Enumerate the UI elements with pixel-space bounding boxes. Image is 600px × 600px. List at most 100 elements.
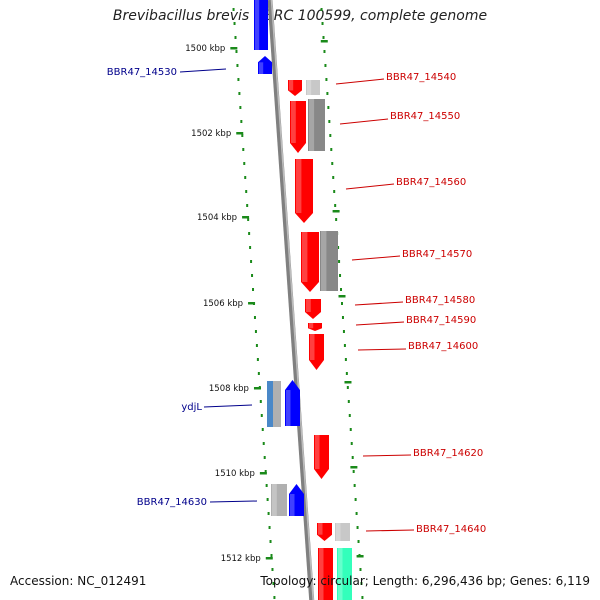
tick-dot-outer — [341, 316, 344, 319]
gene-reverse-arrow-shine — [302, 232, 308, 282]
major-tick-mark — [259, 472, 267, 475]
tick-dot-inner — [256, 358, 259, 361]
tick-dot-inner — [233, 22, 236, 25]
gene-reverse-arrow — [305, 299, 321, 319]
gene-reverse-arrow — [308, 323, 322, 331]
major-tick-mark — [236, 132, 244, 135]
tick-dot-outer — [345, 372, 348, 375]
tick-dot-outer — [327, 106, 330, 109]
gene-reverse-arrow — [295, 159, 313, 223]
gene-label-leader — [209, 500, 258, 503]
backbone-highlight — [270, 0, 314, 600]
outer-tick-mark — [338, 295, 346, 298]
tick-dot-inner — [254, 330, 257, 333]
gene-label-leader — [345, 183, 395, 190]
gene-partial-reverse-shine — [319, 548, 324, 600]
tick-dot-inner — [265, 484, 268, 487]
gene-reverse-arrow-shine — [318, 523, 323, 535]
gene-label-leader — [179, 68, 227, 73]
tick-label: 1502 kbp — [191, 129, 231, 139]
gene-reverse-arrow — [314, 435, 329, 479]
tick-dot-inner — [243, 162, 246, 165]
tick-dot-inner — [250, 260, 253, 263]
gene-forward-arrow — [258, 56, 272, 74]
gene-cds-gray — [320, 231, 338, 291]
gene-cds-gray-shine — [309, 99, 315, 151]
gene-partial-teal-shine — [338, 548, 343, 600]
tick-dot-outer — [349, 428, 352, 431]
gene-label: BBR47_14550 — [390, 111, 460, 122]
tick-dot-inner — [272, 582, 275, 585]
major-tick-mark — [230, 47, 238, 50]
gene-label: BBR47_14580 — [405, 295, 475, 306]
gene-label: BBR47_14600 — [408, 341, 478, 352]
tick-dot-outer — [326, 92, 329, 95]
major-tick-mark — [248, 302, 256, 305]
gene-cds-gray-shine — [336, 523, 341, 541]
tick-dot-outer — [344, 358, 347, 361]
tick-dot-outer — [352, 470, 355, 473]
tick-dot-outer — [340, 288, 343, 291]
tick-dot-inner — [242, 148, 245, 151]
tick-dot-outer — [332, 176, 335, 179]
outer-tick-mark — [356, 555, 364, 558]
tick-dot-inner — [257, 372, 260, 375]
tick-dot-outer — [361, 596, 364, 599]
tick-dot-inner — [246, 204, 249, 207]
outer-tick-mark — [332, 210, 340, 213]
accession-text: Accession: NC_012491 — [10, 574, 147, 588]
tick-dot-inner — [241, 134, 244, 137]
tick-dot-outer — [356, 526, 359, 529]
tick-dot-inner — [267, 512, 270, 515]
tick-dot-outer — [351, 456, 354, 459]
tick-dot-outer — [323, 50, 326, 53]
tick-dot-inner — [248, 232, 251, 235]
gene-label-leader — [357, 348, 407, 351]
backbone-line — [267, 0, 315, 600]
tick-dot-outer — [335, 218, 338, 221]
tick-dot-outer — [322, 36, 325, 39]
gene-cds-gray — [271, 484, 287, 516]
tick-dot-inner — [271, 568, 274, 571]
tick-dot-outer — [350, 442, 353, 445]
outer-tick-mark — [344, 381, 352, 384]
gene-label: BBR47_14540 — [386, 72, 456, 83]
tick-dot-inner — [234, 36, 237, 39]
gene-label-leader — [362, 454, 412, 457]
tick-dot-outer — [329, 134, 332, 137]
gene-partial-forward-shine — [255, 0, 260, 50]
gene-label: BBR47_14620 — [413, 448, 483, 459]
gene-label: BBR47_14570 — [402, 249, 472, 260]
gene-reverse-arrow — [301, 232, 319, 292]
tick-dot-inner — [238, 92, 241, 95]
gene-forward-arrow-shine — [286, 390, 291, 426]
gene-label-leader — [351, 255, 401, 261]
tick-dot-outer — [339, 274, 342, 277]
gene-reverse-arrow-shine — [309, 323, 314, 329]
gene-forward-arrow — [289, 484, 304, 516]
gene-label-leader — [365, 529, 415, 532]
gene-partial-forward — [254, 0, 268, 50]
tick-dot-outer — [343, 344, 346, 347]
topology-text: Topology: circular; Length: 6,296,436 bp… — [260, 574, 590, 588]
gene-forward-arrow-shine — [290, 494, 295, 516]
tick-dot-inner — [269, 540, 272, 543]
tick-dot-inner — [266, 498, 269, 501]
gene-reverse-arrow-shine — [315, 435, 320, 469]
tick-dot-inner — [249, 246, 252, 249]
gene-label-leader — [339, 118, 389, 125]
major-tick-mark — [242, 216, 250, 219]
tick-dot-outer — [346, 386, 349, 389]
tick-dot-inner — [264, 470, 267, 473]
tick-dot-outer — [321, 22, 324, 25]
gene-cds-gray-shine — [272, 484, 277, 516]
outer-tick-mark — [350, 466, 358, 469]
tick-dot-inner — [244, 176, 247, 179]
tick-dot-inner — [252, 288, 255, 291]
tick-dot-outer — [347, 400, 350, 403]
tick-dot-inner — [262, 442, 265, 445]
gene-forward-arrow-shine — [259, 62, 264, 74]
map-title: Brevibacillus brevis NBRC 100599, comple… — [112, 8, 488, 24]
gene-label: BBR47_14530 — [107, 67, 177, 78]
